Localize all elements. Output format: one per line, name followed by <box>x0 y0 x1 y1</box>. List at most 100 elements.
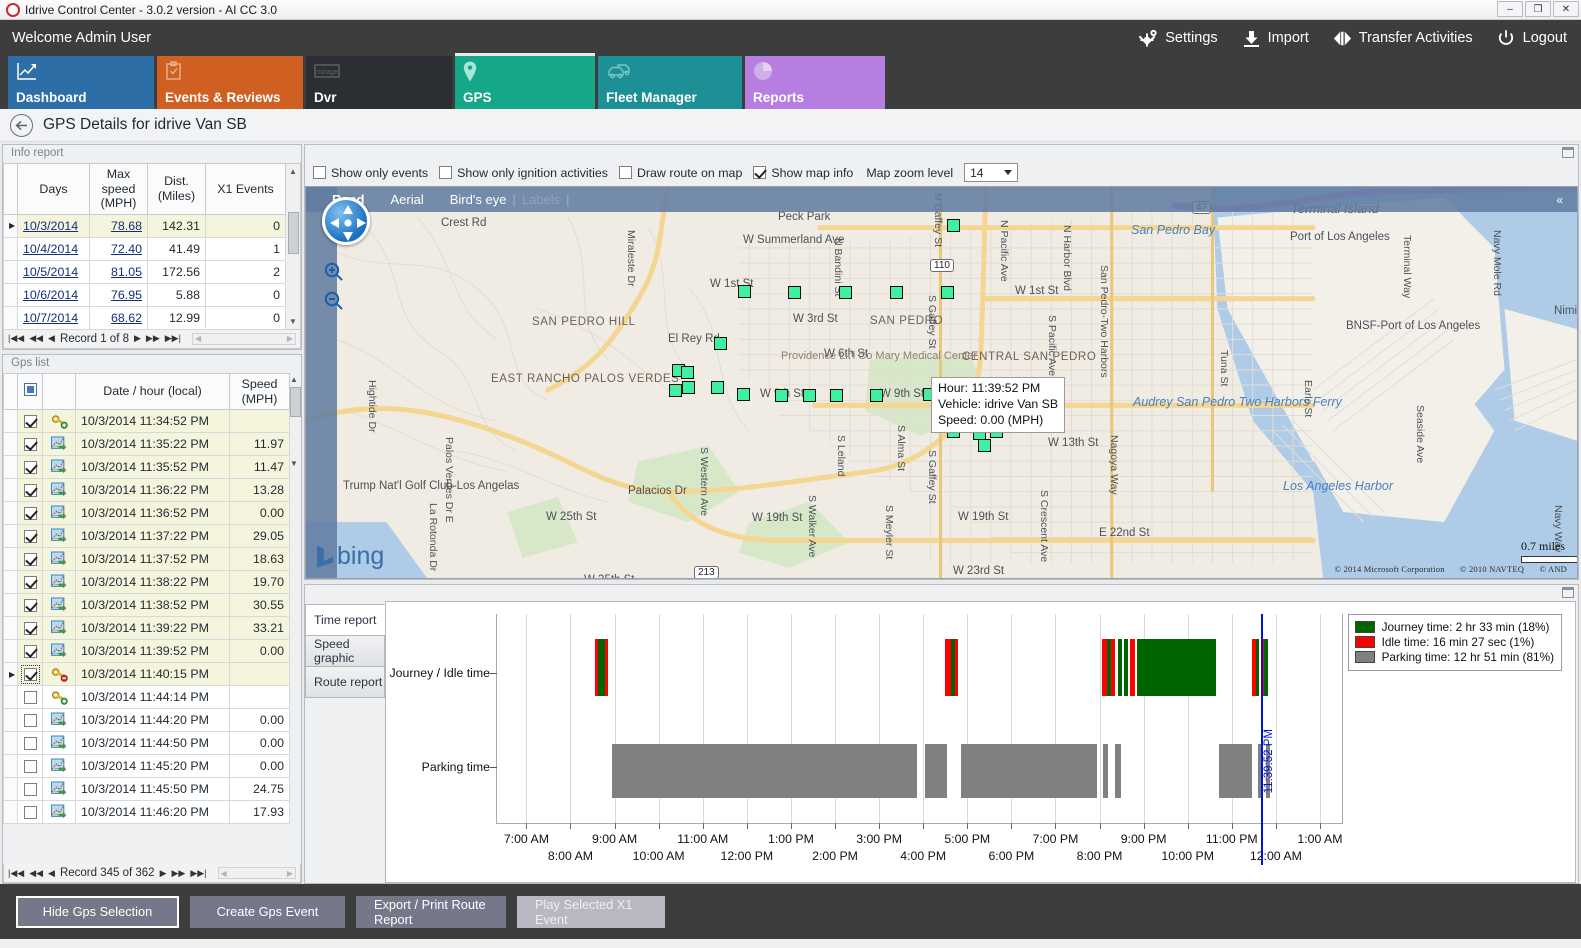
gps-point-marker[interactable] <box>711 381 724 394</box>
show-only-ignition-option[interactable]: Show only ignition activities <box>439 166 608 180</box>
gps-list-hscrollbar[interactable]: ◀ ▶ <box>217 867 296 879</box>
table-row[interactable]: 10/6/2014 76.95 5.88 0 <box>3 282 286 307</box>
gps-point-marker[interactable] <box>681 366 694 379</box>
row-checkbox[interactable] <box>23 760 37 774</box>
info-report-hscrollbar[interactable]: ◀ ▶ <box>191 332 296 345</box>
col-days[interactable]: Days <box>17 163 90 215</box>
col-x1-events[interactable]: X1 Events <box>205 163 286 215</box>
list-item[interactable]: 10/3/2014 11:38:22 PM 19.70 <box>3 570 290 595</box>
scroll-down-icon[interactable]: ▼ <box>290 459 298 469</box>
next-page-icon[interactable]: ▶▶ <box>171 867 186 878</box>
map-labels-toggle[interactable]: Labels <box>521 192 561 207</box>
create-gps-event-button[interactable]: Create Gps Event <box>190 895 345 928</box>
scroll-down-icon[interactable]: ▼ <box>289 317 297 327</box>
list-item[interactable]: 10/3/2014 11:45:20 PM 0.00 <box>3 754 290 779</box>
scroll-up-icon[interactable]: ▲ <box>290 375 298 385</box>
show-map-info-option[interactable]: Show map info <box>753 166 853 180</box>
list-item[interactable]: 10/3/2014 11:45:50 PM 24.75 <box>3 777 290 802</box>
col-dist[interactable]: Dist. (Miles) <box>147 163 206 215</box>
scroll-thumb[interactable] <box>287 212 299 255</box>
row-select-cell[interactable] <box>17 501 43 526</box>
cell-max-speed[interactable]: 81.05 <box>89 259 148 284</box>
cell-max-speed[interactable]: 68.62 <box>89 305 148 330</box>
row-select-cell[interactable] <box>17 524 43 549</box>
next-page-icon[interactable]: ▶▶ <box>145 333 160 344</box>
row-select-cell[interactable] <box>17 777 43 802</box>
col-date-hour[interactable]: Date / hour (local) <box>75 372 230 411</box>
next-record-icon[interactable]: ▶ <box>159 867 167 878</box>
row-select-cell[interactable] <box>17 708 43 733</box>
map-canvas[interactable]: Road Aerial Bird's eye | Labels | « <box>305 186 1578 579</box>
row-select-cell[interactable] <box>17 409 43 434</box>
nav-tile-reports[interactable]: Reports <box>745 56 885 109</box>
hide-gps-selection-button[interactable]: Hide Gps Selection <box>16 895 179 928</box>
prev-record-icon[interactable]: ◀ <box>48 867 55 878</box>
minimize-button[interactable]: – <box>1497 1 1523 17</box>
map-zoom-in-button[interactable] <box>322 260 344 282</box>
gps-point-marker[interactable] <box>890 286 903 299</box>
settings-button[interactable]: Settings <box>1139 29 1218 48</box>
row-checkbox[interactable] <box>23 553 37 567</box>
row-select-cell[interactable] <box>17 478 43 503</box>
prev-page-icon[interactable]: ◀◀ <box>29 867 44 878</box>
cell-max-speed[interactable]: 76.95 <box>89 282 148 307</box>
info-report-scrollbar[interactable]: ▲ ▼ <box>286 163 301 330</box>
play-selected-x1-event-button[interactable]: Play Selected X1 Event <box>517 895 665 928</box>
next-record-icon[interactable]: ▶ <box>134 333 141 344</box>
row-checkbox[interactable] <box>23 783 37 797</box>
cell-day[interactable]: 10/4/2014 <box>17 236 90 261</box>
list-item[interactable]: 10/3/2014 11:37:22 PM 29.05 <box>3 524 290 549</box>
gps-list-record-nav[interactable]: |◀◀ ◀◀ ◀ Record 345 of 362 ▶ ▶▶ ▶▶| ◀ ▶ <box>3 864 301 883</box>
list-item[interactable]: 10/3/2014 11:36:22 PM 13.28 <box>3 478 290 503</box>
gps-point-marker[interactable] <box>839 286 852 299</box>
import-button[interactable]: Import <box>1242 29 1309 48</box>
row-checkbox[interactable] <box>23 622 37 636</box>
list-item[interactable]: 10/3/2014 11:34:52 PM <box>3 409 290 434</box>
gps-point-marker[interactable] <box>775 389 788 402</box>
transfer-activities-button[interactable]: Transfer Activities <box>1333 29 1473 48</box>
map-zoom-out-button[interactable] <box>322 289 344 311</box>
first-record-icon[interactable]: |◀◀ <box>8 867 25 878</box>
list-item[interactable]: 10/3/2014 11:35:52 PM 11.47 <box>3 455 290 480</box>
nav-tile-events-reviews[interactable]: Events & Reviews <box>157 56 303 109</box>
show-only-events-checkbox[interactable] <box>313 166 326 179</box>
row-select-cell[interactable] <box>17 731 43 756</box>
row-checkbox[interactable] <box>23 461 37 475</box>
back-arrow-icon[interactable] <box>10 113 33 137</box>
row-checkbox[interactable] <box>23 645 37 659</box>
info-report-record-nav[interactable]: |◀◀ ◀◀ ◀ Record 1 of 8 ▶ ▶▶ ▶▶| ◀ ▶ <box>3 329 301 349</box>
cell-day[interactable]: 10/5/2014 <box>17 259 90 284</box>
gps-point-marker[interactable] <box>738 285 751 298</box>
row-select-cell[interactable] <box>17 662 43 687</box>
first-record-icon[interactable]: |◀◀ <box>8 333 25 344</box>
window-controls[interactable]: – ❐ ✕ <box>1497 1 1579 17</box>
map-pan-control[interactable] <box>322 197 370 245</box>
gps-point-marker[interactable] <box>941 286 954 299</box>
map-zoom-select[interactable]: 14 <box>964 163 1019 182</box>
export-print-route-report-button[interactable]: Export / Print Route Report <box>356 895 506 928</box>
nav-tile-fleet-manager[interactable]: Fleet Manager <box>598 56 742 109</box>
last-record-icon[interactable]: ▶▶| <box>164 333 181 344</box>
row-select-cell[interactable] <box>17 593 43 618</box>
cell-day[interactable]: 10/3/2014 <box>17 213 90 238</box>
gps-point-marker[interactable] <box>737 388 750 401</box>
table-row[interactable]: 10/4/2014 72.40 41.49 1 <box>3 236 286 261</box>
logout-button[interactable]: Logout <box>1497 29 1567 48</box>
show-only-events-option[interactable]: Show only events <box>313 166 428 180</box>
list-item[interactable]: 10/3/2014 11:44:50 PM 0.00 <box>3 731 290 756</box>
table-row[interactable]: 10/7/2014 68.62 12.99 0 <box>3 305 286 330</box>
list-item[interactable]: 10/3/2014 11:44:20 PM 0.00 <box>3 708 290 733</box>
row-checkbox[interactable] <box>23 415 37 429</box>
show-only-ignition-checkbox[interactable] <box>439 166 453 179</box>
map-view-aerial[interactable]: Aerial <box>390 192 424 207</box>
row-select-cell[interactable] <box>17 639 43 664</box>
cell-max-speed[interactable]: 72.40 <box>89 236 148 261</box>
row-checkbox[interactable] <box>23 530 37 544</box>
row-checkbox[interactable] <box>20 665 40 685</box>
row-select-cell[interactable] <box>17 432 43 457</box>
map-restore-icon[interactable] <box>1562 147 1574 158</box>
gps-point-marker[interactable] <box>870 389 883 402</box>
row-select-cell[interactable] <box>17 547 43 572</box>
list-item[interactable]: 10/3/2014 11:44:14 PM <box>3 685 290 710</box>
scroll-thumb[interactable] <box>290 386 301 417</box>
